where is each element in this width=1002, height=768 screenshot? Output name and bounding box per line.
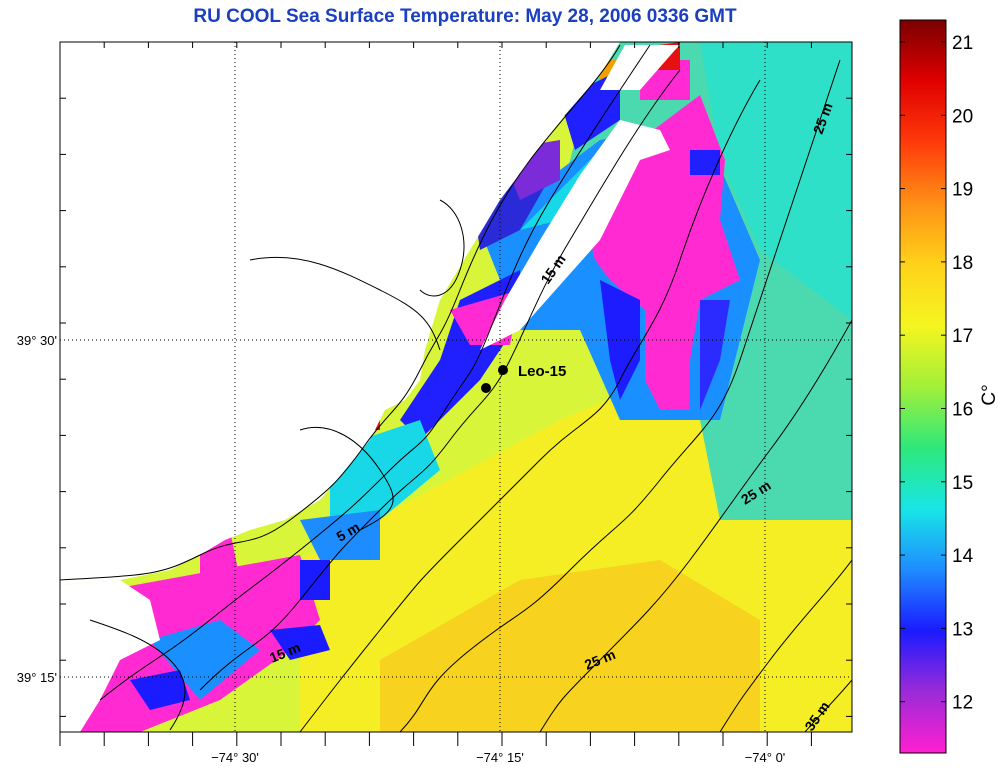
- station-label: Leo-15: [518, 363, 566, 380]
- graticule: [60, 42, 852, 732]
- map-title: RU COOL Sea Surface Temperature: May 28,…: [193, 6, 737, 27]
- leo15-node-a: [498, 365, 508, 375]
- sst-field: [60, 42, 852, 732]
- leo15-node-b: [481, 383, 491, 393]
- map-frame: [59, 41, 853, 733]
- x-label-74-30: −74° 30': [211, 750, 259, 765]
- x-label-74-0: −74° 0': [745, 750, 786, 765]
- y-label-39-15: 39° 15': [17, 670, 57, 685]
- frame-ticks: [59, 41, 852, 746]
- x-label-74-15: −74° 15': [476, 750, 524, 765]
- y-label-39-30: 39° 30': [17, 333, 57, 348]
